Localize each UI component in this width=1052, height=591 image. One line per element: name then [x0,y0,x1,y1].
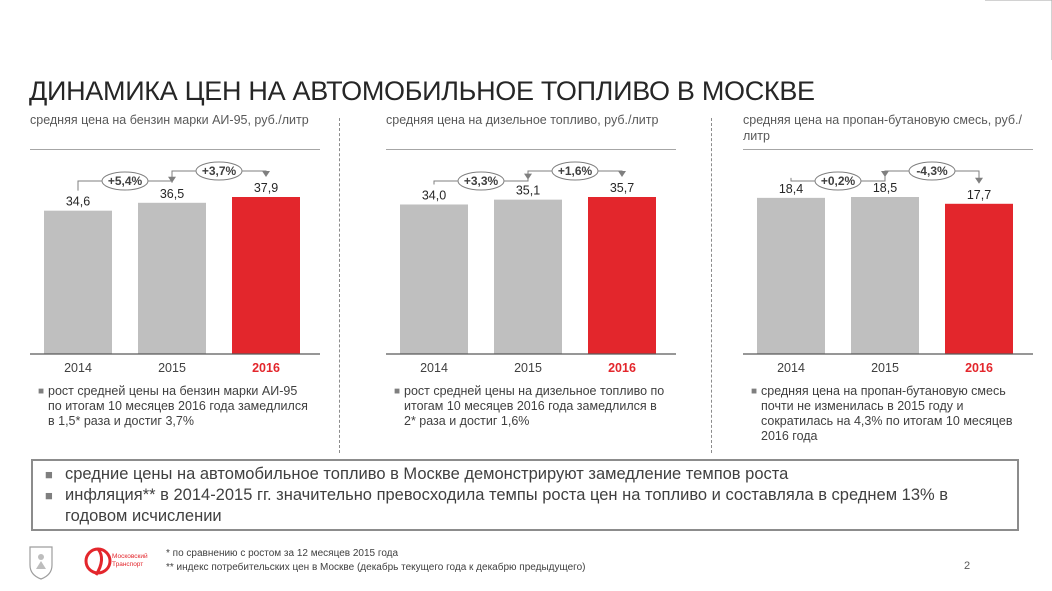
category-label: 2014 [64,361,92,375]
category-label: 2015 [871,361,899,375]
panel-separator [711,118,712,453]
panel-note: ■ средняя цена на пропан-бутановую смесь… [751,384,1013,443]
value-label: 18,5 [873,181,897,195]
footnote: ** индекс потребительских цен в Москве (… [166,562,586,573]
panel-header: средняя цена на бензин марки АИ-95, руб.… [30,112,320,150]
bar [588,197,656,354]
category-label: 2014 [420,361,448,375]
panel-petrol: средняя цена на бензин марки АИ-95, руб.… [30,112,320,457]
panel-diesel: средняя цена на дизельное топливо, руб./… [386,112,676,457]
footer-logos: Московский Транспорт [26,543,161,586]
bullet-icon: ■ [394,386,401,397]
value-label: 17,7 [967,188,991,202]
bar [400,204,468,354]
bar [44,210,112,354]
category-label: 2015 [514,361,542,375]
panel-header: средняя цена на дизельное топливо, руб./… [386,112,676,150]
category-label: 2016 [965,361,993,375]
logos: Московский Транспорт [29,546,148,580]
value-label: 36,5 [160,187,184,201]
change-badge [101,171,149,191]
bar [232,197,300,354]
change-label: +1,6% [558,164,593,178]
category-label: 2014 [777,361,805,375]
moscow-coat-of-arms-icon [29,546,53,580]
category-label: 2015 [158,361,186,375]
change-badge [814,171,862,191]
panel-header: средняя цена на пропан-бутановую смесь, … [743,112,1033,150]
summary-box: ■ средние цены на автомобильное топливо … [31,459,1019,531]
change-label: +3,7% [202,164,237,178]
category-label: 2016 [252,361,280,375]
change-label: +5,4% [108,174,143,188]
panel-lpg: средняя цена на пропан-бутановую смесь, … [743,112,1033,457]
summary-item: ■ инфляция** в 2014-2015 гг. значительно… [45,486,949,525]
bar [757,197,825,354]
bar [945,203,1013,354]
change-label: -4,3% [916,164,948,178]
change-badge [908,161,956,181]
moscow-transport-logo-icon: Московский Транспорт [84,547,148,576]
bullet-icon: ■ [38,386,45,397]
change-badge [551,161,599,181]
change-badge [457,171,505,191]
change-label: +3,3% [464,174,499,188]
page-number: 2 [964,560,971,572]
arrow-head-icon [618,171,626,177]
change-badge [195,161,243,181]
category-label: 2016 [608,361,636,375]
footnotes: * по сравнению с ростом за 12 месяцев 20… [166,547,585,575]
logo-text-1: Московский [112,552,148,560]
bullet-icon: ■ [45,488,53,503]
panel-note: ■ рост средней цены на дизельное топливо… [394,384,665,428]
value-label: 34,6 [66,195,90,209]
bar [138,202,206,354]
bar-chart-petrol: 34,6 2014 36,5 2015 37,9 2016 +5,4% +3,7% [30,161,320,375]
panel-separator [339,118,340,453]
bar-chart-lpg: 18,4 2014 18,5 2015 17,7 2016 +0,2% -4,3% [743,161,1033,375]
bullet-icon: ■ [751,386,758,397]
panel-note: ■ рост средней цены на бензин марки АИ-9… [38,384,308,428]
change-label: +0,2% [821,174,856,188]
bar [851,197,919,354]
bar [494,199,562,354]
footnote: * по сравнению с ростом за 12 месяцев 20… [166,548,399,559]
value-label: 18,4 [779,182,803,196]
page-title: ДИНАМИКА ЦЕН НА АВТОМОБИЛЬНОЕ ТОПЛИВО В … [29,76,815,106]
bar-chart-diesel: 34,0 2014 35,1 2015 35,7 2016 +3,3% +1,6% [386,161,676,375]
value-label: 35,7 [610,181,634,195]
value-label: 37,9 [254,181,278,195]
bullet-icon: ■ [45,467,53,482]
logo-text-2: Транспорт [112,561,143,568]
arrow-head-icon [262,171,270,177]
value-label: 34,0 [422,188,446,202]
value-label: 35,1 [516,184,540,198]
arrow-head-icon [975,177,983,184]
summary-item: ■ средние цены на автомобильное топливо … [45,465,789,483]
